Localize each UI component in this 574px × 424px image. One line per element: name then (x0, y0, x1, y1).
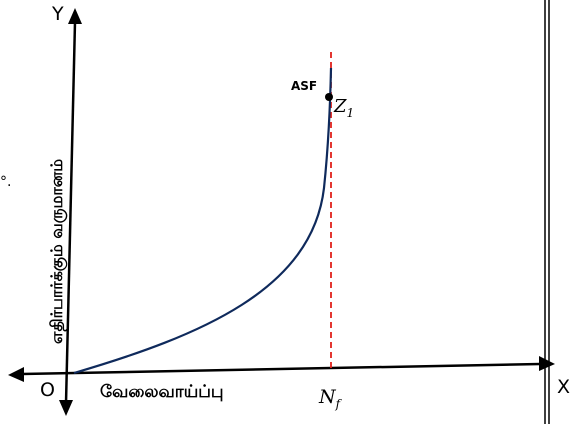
y-axis-letter: Y (51, 3, 64, 25)
origin-letter: O (40, 379, 55, 401)
asf-label: ASF (291, 79, 317, 93)
z1-letter: Z (333, 96, 347, 117)
nf-label: Nf (318, 386, 343, 411)
nf-letter: N (318, 386, 337, 408)
nf-subscript: f (335, 397, 343, 411)
x-axis-letter: X (557, 376, 570, 398)
x-axis-title: வேலைவாய்ப்பு (100, 382, 224, 402)
z1-point (325, 93, 333, 101)
stray-mark: °. (0, 174, 11, 190)
x-axis-arrow-left (8, 367, 24, 382)
y-axis-arrow-down (59, 400, 73, 416)
x-axis-arrow-right (539, 356, 555, 371)
y-axis-title: எதிர்பார்க்கும் வருமானம் (47, 159, 68, 344)
y-axis-arrow-up (68, 8, 82, 24)
y-axis-line (64, 21, 77, 404)
z1-subscript: 1 (347, 106, 355, 120)
x-axis-line (21, 362, 541, 376)
z1-label: Z1 (333, 96, 354, 120)
asf-curve (73, 67, 333, 375)
